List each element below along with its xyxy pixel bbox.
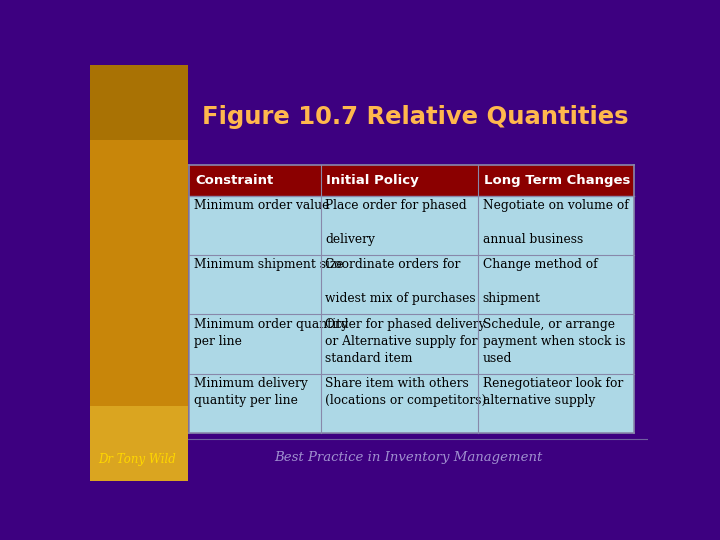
Text: Minimum order quantity
per line: Minimum order quantity per line xyxy=(194,318,348,348)
Bar xyxy=(189,196,634,433)
Text: Share item with others
(locations or competitors): Share item with others (locations or com… xyxy=(325,377,486,407)
Text: Change method of

shipment: Change method of shipment xyxy=(483,258,598,305)
Text: Coordinate orders for

widest mix of purchases: Coordinate orders for widest mix of purc… xyxy=(325,258,476,305)
Text: Dr Tony Wild: Dr Tony Wild xyxy=(99,453,176,467)
Text: Order for phased delivery
or Alternative supply for
standard item: Order for phased delivery or Alternative… xyxy=(325,318,485,364)
Text: Long Term Changes: Long Term Changes xyxy=(484,174,630,187)
Bar xyxy=(189,165,634,196)
Text: Renegotiateor look for
alternative supply: Renegotiateor look for alternative suppl… xyxy=(483,377,623,407)
Text: Minimum delivery
quantity per line: Minimum delivery quantity per line xyxy=(194,377,307,407)
Text: Constraint: Constraint xyxy=(195,174,273,187)
Text: Minimum shipment size: Minimum shipment size xyxy=(194,258,343,272)
Bar xyxy=(90,65,188,140)
Text: Best Practice in Inventory Management: Best Practice in Inventory Management xyxy=(274,451,542,464)
Text: Initial Policy: Initial Policy xyxy=(326,174,419,187)
Text: Figure 10.7 Relative Quantities: Figure 10.7 Relative Quantities xyxy=(202,105,628,129)
Text: Schedule, or arrange
payment when stock is
used: Schedule, or arrange payment when stock … xyxy=(483,318,626,364)
Bar xyxy=(90,65,188,406)
Text: Minimum order value: Minimum order value xyxy=(194,199,329,212)
Bar xyxy=(90,406,188,481)
Text: Place order for phased

delivery: Place order for phased delivery xyxy=(325,199,467,246)
Text: Negotiate on volume of

annual business: Negotiate on volume of annual business xyxy=(483,199,629,246)
